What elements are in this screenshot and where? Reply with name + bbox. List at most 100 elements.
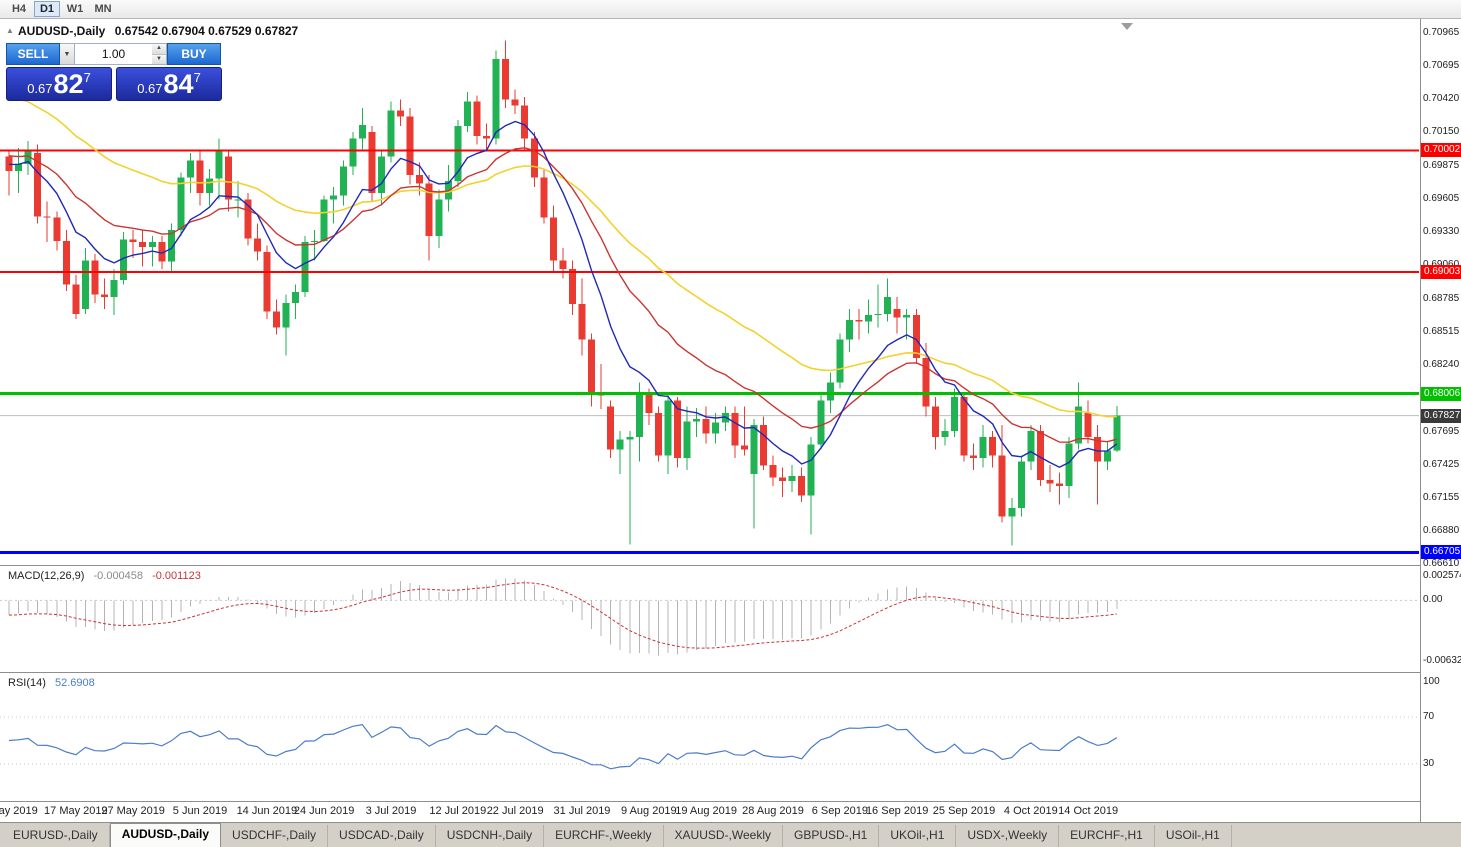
trade-panel-collapse-icon[interactable]: ▲ bbox=[6, 26, 14, 35]
chart-tab[interactable]: USDCHF-,Daily bbox=[221, 825, 329, 847]
chart-tab[interactable]: EURCHF-,H1 bbox=[1059, 825, 1155, 847]
date-axis-label: 4 Oct 2019 bbox=[1003, 805, 1058, 817]
date-axis-label: 24 Jun 2019 bbox=[293, 805, 355, 817]
panel-splitter bbox=[0, 801, 1461, 802]
price-axis-tick: 0.70965 bbox=[1423, 26, 1460, 38]
date-axis-label: 14 Jun 2019 bbox=[236, 805, 298, 817]
price-axis-tick: 0.66610 bbox=[1423, 558, 1460, 570]
price-axis-tick: 0.68240 bbox=[1423, 359, 1460, 371]
price-axis-tick: 0.66880 bbox=[1423, 525, 1460, 537]
price-axis-tick: 0.68785 bbox=[1423, 292, 1460, 304]
date-axis-label: 22 Jul 2019 bbox=[486, 805, 544, 817]
date-axis-label: 17 May 2019 bbox=[44, 805, 108, 817]
timeframe-button-d1[interactable]: D1 bbox=[34, 1, 60, 17]
candlestick-series bbox=[5, 40, 1121, 546]
chart-tab[interactable]: USDCAD-,Daily bbox=[328, 825, 436, 847]
macd-axis-tick: -0.006326 bbox=[1423, 654, 1461, 666]
ohlc-values: 0.67542 0.67904 0.67529 0.67827 bbox=[114, 24, 299, 38]
one-click-trading-panel: SELL ▼ 1.00 ▲ ▼ BUY 0.67 82 7 0.67 84 7 bbox=[6, 43, 226, 101]
sell-price-display[interactable]: 0.67 82 7 bbox=[6, 67, 112, 101]
date-axis-label: 27 May 2019 bbox=[101, 805, 165, 817]
macd-signal-value: -0.001123 bbox=[152, 570, 201, 582]
buy-price-display[interactable]: 0.67 84 7 bbox=[116, 67, 222, 101]
date-axis-label: 6 Sep 2019 bbox=[811, 805, 868, 817]
price-axis-tick: 0.69605 bbox=[1423, 192, 1460, 204]
price-axis-tick: 0.67695 bbox=[1423, 425, 1460, 437]
bid-price-tag: 0.67827 bbox=[1421, 408, 1461, 423]
date-axis-label: 16 Sep 2019 bbox=[865, 805, 929, 817]
date-axis-label: 31 Jul 2019 bbox=[553, 805, 611, 817]
panel-splitter[interactable] bbox=[0, 565, 1461, 566]
price-axis-tick: 0.68515 bbox=[1423, 325, 1460, 337]
macd-signal-line bbox=[8, 582, 1117, 649]
rsi-axis-tick: 100 bbox=[1423, 676, 1440, 687]
volume-up-icon[interactable]: ▲ bbox=[152, 44, 166, 55]
price-axis-tick: 0.70420 bbox=[1423, 93, 1460, 105]
chart-tab[interactable]: EURUSD-,Daily bbox=[2, 825, 110, 847]
ma-fast-line bbox=[8, 120, 1118, 468]
date-axis-label: 9 Aug 2019 bbox=[621, 805, 677, 817]
date-axis-label: 3 Jul 2019 bbox=[365, 805, 417, 817]
macd-main-value: -0.000458 bbox=[93, 570, 144, 582]
price-axis-tick: 0.69875 bbox=[1423, 159, 1460, 171]
date-axis-label: 28 Aug 2019 bbox=[742, 805, 804, 817]
volume-input[interactable]: 1.00 bbox=[75, 43, 152, 65]
date-axis-label: 25 Sep 2019 bbox=[932, 805, 996, 817]
macd-indicator-label: MACD(12,26,9) -0.000458 -0.001123 bbox=[8, 570, 201, 582]
chart-tab-bar: EURUSD-,Daily AUDUSD-,Daily USDCHF-,Daily U… bbox=[0, 822, 1461, 847]
date-axis-label: 14 Oct 2019 bbox=[1058, 805, 1119, 817]
ma-mid-line bbox=[8, 147, 1117, 443]
price-axis-tick: 0.69330 bbox=[1423, 226, 1460, 238]
macd-name: MACD(12,26,9) bbox=[8, 570, 85, 582]
chart-tab[interactable]: GBPUSD-,H1 bbox=[783, 825, 880, 847]
rsi-indicator-label: RSI(14) 52.6908 bbox=[8, 677, 95, 689]
price-axis-tick: 0.70150 bbox=[1423, 126, 1460, 138]
panel-splitter[interactable] bbox=[0, 672, 1461, 673]
sell-button[interactable]: SELL bbox=[6, 43, 60, 65]
buy-price-pips: 84 bbox=[163, 69, 194, 99]
macd-chart-svg[interactable] bbox=[0, 567, 1419, 672]
macd-axis-tick: 0.002574 bbox=[1423, 569, 1461, 581]
main-chart-svg[interactable] bbox=[0, 20, 1419, 565]
buy-price-prefix: 0.67 bbox=[137, 81, 163, 96]
rsi-axis-tick: 30 bbox=[1423, 757, 1435, 769]
rsi-name: RSI(14) bbox=[8, 677, 46, 689]
chart-tab[interactable]: AUDUSD-,Daily bbox=[109, 823, 222, 847]
timeframe-toolbar: H4 D1 W1 MN bbox=[0, 0, 1461, 19]
price-axis-tick: 0.69060 bbox=[1423, 259, 1459, 270]
level-price-tag: 0.68006 bbox=[1421, 386, 1461, 401]
price-axis-tick: 0.67425 bbox=[1423, 458, 1460, 470]
price-axis-tick: 0.70695 bbox=[1423, 59, 1460, 71]
chart-tab[interactable]: USOil-,H1 bbox=[1155, 825, 1232, 847]
level-price-tag: 0.70002 bbox=[1421, 143, 1461, 158]
date-axis-label: 12 Jul 2019 bbox=[429, 805, 487, 817]
timeframe-button-w1[interactable]: W1 bbox=[66, 3, 84, 15]
level-price-tag: 0.69003 bbox=[1421, 265, 1461, 280]
sell-price-point: 7 bbox=[83, 70, 91, 85]
chart-tab[interactable]: USDCNH-,Daily bbox=[436, 825, 545, 847]
level-price-tag: 0.66705 bbox=[1421, 545, 1461, 560]
rsi-axis-tick: 70 bbox=[1423, 711, 1435, 723]
price-axis[interactable]: 0.70965 0.70695 0.70420 0.70150 0.69875 0.696… bbox=[1420, 19, 1461, 822]
sell-price-prefix: 0.67 bbox=[27, 81, 53, 96]
chart-tab[interactable]: UKOil-,H1 bbox=[879, 825, 957, 847]
volume-down-icon[interactable]: ▼ bbox=[152, 54, 166, 64]
timeframe-button-h4[interactable]: H4 bbox=[11, 3, 27, 15]
volume-dropdown-icon[interactable]: ▼ bbox=[60, 43, 75, 65]
chart-tab[interactable]: USDX-,Weekly bbox=[956, 825, 1060, 847]
symbol-timeframe-label: AUDUSD-,Daily bbox=[18, 24, 106, 38]
rsi-chart-svg[interactable] bbox=[0, 674, 1419, 801]
chart-header: AUDUSD-,Daily 0.67542 0.67904 0.67529 0.… bbox=[18, 24, 298, 38]
rsi-value: 52.6908 bbox=[54, 677, 95, 689]
volume-stepper: ▲ ▼ bbox=[152, 43, 167, 65]
chart-tab[interactable]: EURCHF-,Weekly bbox=[544, 825, 664, 847]
buy-button[interactable]: BUY bbox=[167, 43, 221, 65]
macd-histogram bbox=[8, 578, 1118, 656]
ma-slow-line bbox=[8, 95, 1117, 418]
timeframe-button-mn[interactable]: MN bbox=[94, 3, 112, 15]
chart-tab[interactable]: XAUUSD-,Weekly bbox=[664, 825, 783, 847]
sell-price-pips: 82 bbox=[53, 69, 84, 99]
buy-price-point: 7 bbox=[193, 70, 201, 85]
